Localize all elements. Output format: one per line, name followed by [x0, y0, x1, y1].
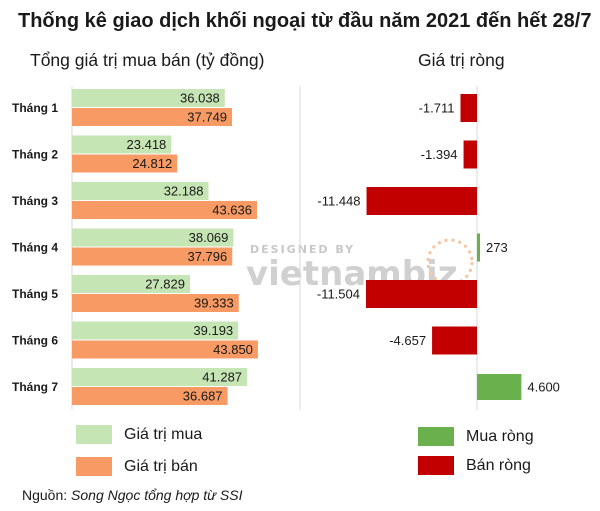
- category-label: Tháng 4: [12, 241, 58, 255]
- sell-value-label: 36.687: [183, 389, 223, 404]
- chart-title: Thống kê giao dịch khối ngoại từ đầu năm…: [18, 10, 592, 32]
- net-buy-bar: [477, 374, 522, 400]
- sell-value-bar: [72, 340, 258, 359]
- category-label: Tháng 1: [12, 101, 58, 115]
- sell-value-label: 39.333: [194, 296, 234, 311]
- sell-value-label: 43.850: [213, 342, 253, 357]
- net-sell-bar: [460, 94, 477, 122]
- net-value-label: -11.448: [317, 194, 360, 209]
- net-sell-bar: [463, 140, 477, 169]
- right-chart-subtitle: Giá trị ròng: [418, 50, 505, 70]
- buy-value-label: 38.069: [189, 230, 229, 245]
- buy-value-label: 36.038: [180, 91, 220, 106]
- sell-value-bar: [72, 247, 233, 266]
- legend-item-net-buy: Mua ròng: [418, 427, 534, 446]
- sell-value-label: 37.796: [187, 249, 227, 264]
- buy-value-label: 41.287: [202, 370, 242, 385]
- buy-value-bar: [72, 182, 209, 200]
- buy-value-bar: [72, 275, 190, 293]
- buy-value-bar: [72, 89, 225, 107]
- sell-value-bar: [72, 294, 239, 312]
- buy-value-bar: [72, 228, 234, 247]
- buy-value-bar: [72, 135, 172, 154]
- category-label: Tháng 5: [12, 287, 58, 301]
- net-value-label: -1.711: [419, 101, 455, 116]
- legend-label-buy: Giá trị mua: [124, 425, 203, 443]
- source-note: Nguồn: Song Ngọc tổng hợp từ SSI: [22, 487, 243, 503]
- category-label: Tháng 2: [12, 148, 58, 162]
- sell-value-bar: [72, 387, 228, 405]
- legend-item-buy: Giá trị mua: [76, 425, 202, 444]
- sell-value-label: 24.812: [132, 156, 172, 171]
- category-label: Tháng 6: [12, 334, 58, 348]
- category-label: Tháng 7: [12, 380, 58, 394]
- buy-value-bar: [72, 368, 248, 386]
- legend-label-net-buy: Mua ròng: [466, 427, 534, 445]
- net-value-label: -4.657: [389, 333, 426, 348]
- buy-value-label: 27.829: [145, 277, 185, 292]
- sell-value-bar: [72, 154, 178, 173]
- legend-swatch-net-buy: [418, 427, 454, 446]
- buy-value-label: 23.418: [127, 137, 167, 152]
- legend-swatch-net-sell: [418, 456, 454, 475]
- buy-value-bar: [72, 321, 239, 340]
- source-label: Nguồn:: [22, 487, 68, 503]
- source-text: Song Ngọc tổng hợp từ SSI: [71, 487, 243, 503]
- legend-item-net-sell: Bán ròng: [418, 456, 531, 475]
- sell-value-bar: [72, 108, 233, 126]
- net-value-label: -11.504: [317, 287, 360, 302]
- net-value-label: 4.600: [527, 380, 560, 395]
- watermark-top-text: DESIGNED BY: [250, 243, 355, 256]
- legend-label-net-sell: Bán ròng: [466, 456, 531, 474]
- legend-item-sell: Giá trị bán: [76, 457, 198, 476]
- left-chart-subtitle: Tổng giá trị mua bán (tỷ đồng): [30, 50, 265, 70]
- sell-value-bar: [72, 201, 257, 219]
- sell-value-label: 43.636: [212, 203, 252, 218]
- buy-value-label: 32.188: [164, 184, 204, 199]
- net-sell-bar: [432, 326, 477, 355]
- legend-swatch-sell: [76, 457, 112, 476]
- category-label: Tháng 3: [12, 194, 58, 208]
- sell-value-label: 37.749: [187, 110, 227, 125]
- legend-label-sell: Giá trị bán: [124, 457, 198, 475]
- net-buy-bar: [477, 233, 480, 262]
- net-sell-bar: [366, 280, 477, 308]
- watermark-logo-icon: [426, 238, 474, 286]
- legend-swatch-buy: [76, 425, 112, 444]
- net-value-label: -1.394: [421, 147, 458, 162]
- net-value-label: 273: [486, 240, 508, 255]
- net-sell-bar: [366, 187, 477, 215]
- buy-value-label: 39.193: [193, 323, 233, 338]
